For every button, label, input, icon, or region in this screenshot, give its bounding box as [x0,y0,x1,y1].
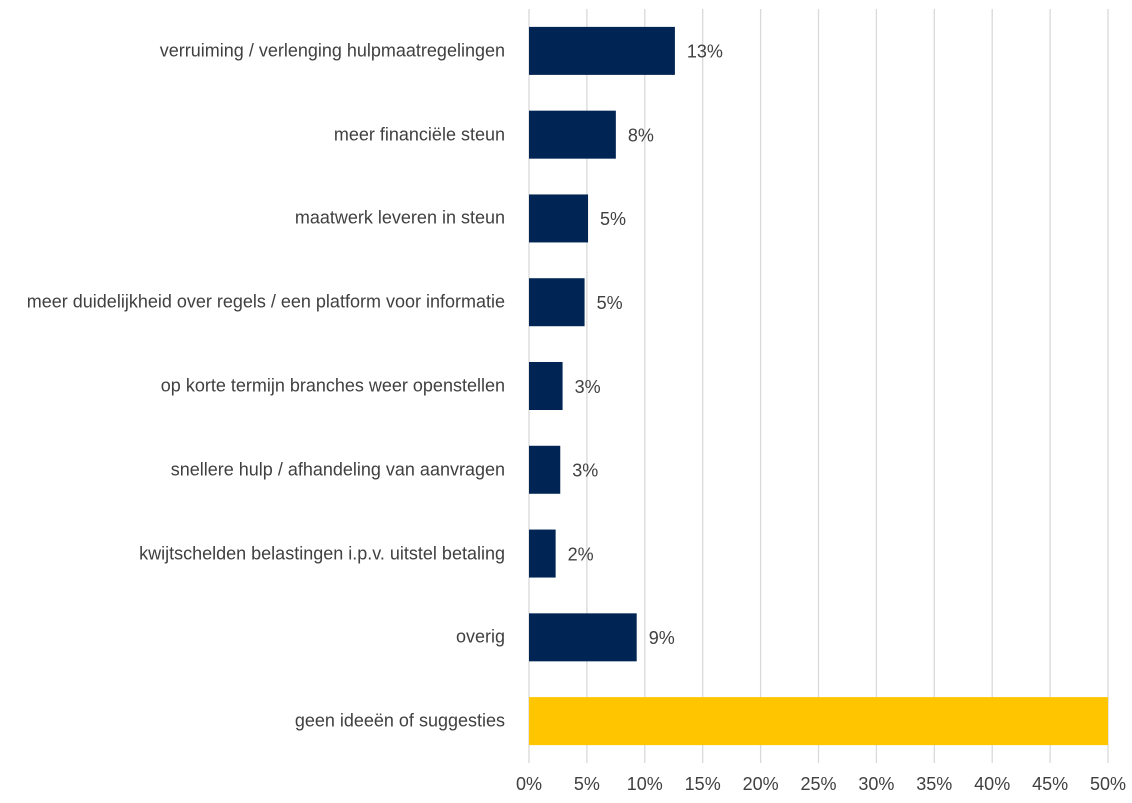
x-tick-label: 45% [1032,774,1068,794]
category-label: geen ideeën of suggesties [294,710,505,731]
x-tick-label: 10% [627,774,663,794]
data-label: 13% [687,42,723,62]
category-label: meer duidelijkheid over regels / een pla… [26,291,505,312]
category-label: verruiming / verlenging hulpmaatregeling… [159,40,505,61]
bar [529,362,563,410]
category-label: kwijtschelden belastingen i.p.v. uitstel… [139,543,505,564]
data-label: 5% [597,293,623,313]
bar [529,194,589,243]
bar [529,110,616,159]
bar [529,278,585,327]
bar [529,445,561,494]
category-label: op korte termijn branches weer openstell… [160,375,505,396]
data-label: 3% [572,461,598,481]
data-label: 8% [628,125,654,145]
x-tick-label: 20% [743,774,779,794]
x-tick-label: 25% [800,774,836,794]
bar [529,529,556,578]
bar [529,26,675,75]
data-label: 2% [568,544,594,564]
data-label: 9% [649,628,675,648]
category-label: snellere hulp / afhandeling van aanvrage… [170,459,505,480]
category-label: maatwerk leveren in steun [294,207,505,228]
x-tick-label: 30% [858,774,894,794]
x-tick-label: 50% [1090,774,1126,794]
x-tick-label: 5% [574,774,600,794]
x-tick-label: 35% [916,774,952,794]
bar [529,697,1108,746]
x-tick-label: 0% [516,774,542,794]
x-tick-label: 40% [974,774,1010,794]
data-label: 5% [600,209,626,229]
category-label: meer financiële steun [333,124,505,145]
category-label: overig [455,626,505,647]
data-label: 3% [575,377,601,397]
bar [529,613,637,662]
x-tick-label: 15% [685,774,721,794]
